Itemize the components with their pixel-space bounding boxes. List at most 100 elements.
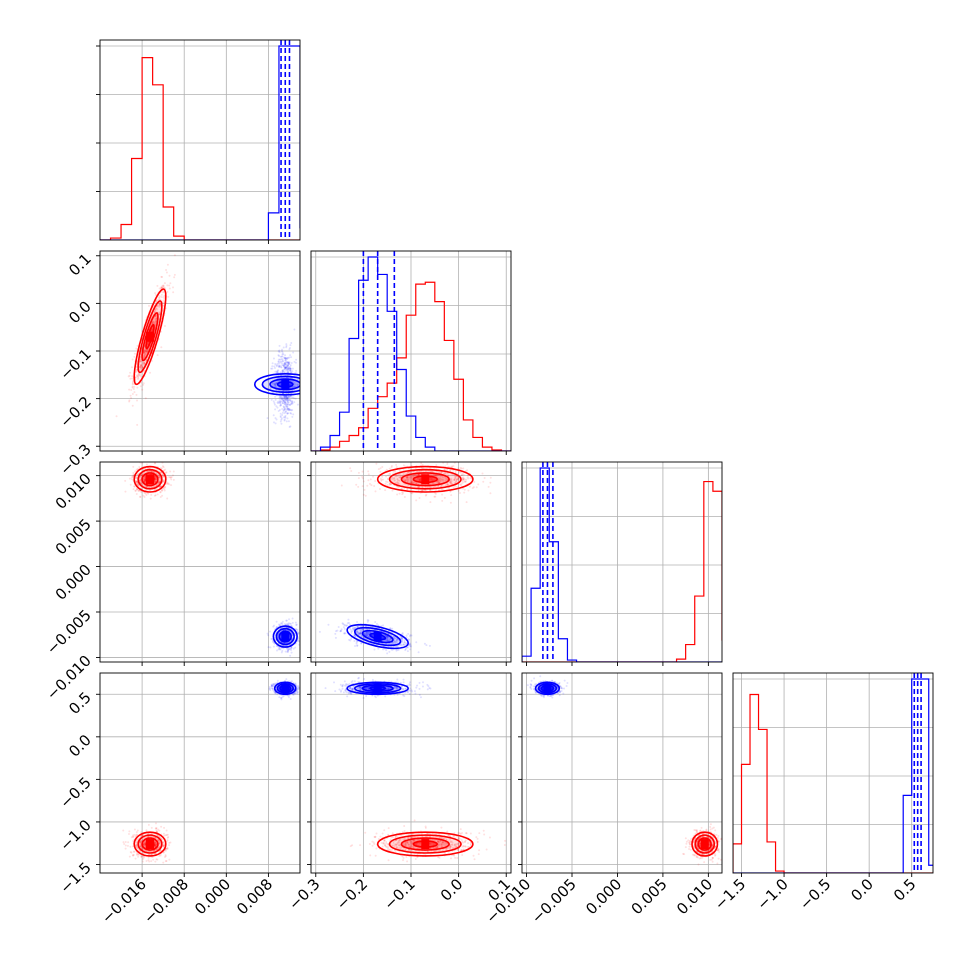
sample-point [435, 471, 438, 474]
sample-point [454, 485, 457, 488]
sample-point [140, 363, 143, 366]
sample-point [407, 638, 410, 641]
sample-point [437, 479, 440, 482]
sample-point [404, 649, 407, 652]
sample-point [285, 397, 288, 400]
sample-point [402, 469, 405, 472]
sample-point [279, 355, 282, 358]
sample-point [357, 632, 360, 635]
sample-point [386, 637, 389, 640]
sample-point [287, 369, 290, 372]
sample-point [359, 631, 362, 634]
sample-point [410, 481, 413, 484]
sample-point [397, 474, 400, 477]
sample-point [286, 398, 289, 401]
sample-point [286, 400, 289, 403]
sample-point [286, 364, 289, 367]
sample-point [397, 479, 400, 482]
sample-point [281, 398, 284, 401]
sample-point [434, 474, 437, 477]
sample-point [281, 649, 284, 652]
sample-point [409, 648, 412, 651]
sample-point [433, 477, 436, 480]
sample-point [160, 467, 163, 470]
sample-point [287, 396, 290, 399]
sample-point [273, 382, 276, 385]
sample-point [391, 641, 394, 644]
panel-0-0 [96, 39, 301, 244]
sample-point [124, 479, 127, 482]
sample-point [128, 399, 131, 402]
sample-point [130, 389, 133, 392]
sample-point [340, 628, 343, 631]
sample-point [460, 474, 463, 477]
sample-point [173, 254, 176, 257]
sample-point [430, 478, 433, 481]
sample-point [296, 630, 299, 633]
sample-point [286, 649, 289, 652]
sample-point [154, 478, 157, 481]
sample-point [137, 375, 140, 378]
sample-point [283, 364, 286, 367]
sample-point [277, 410, 280, 413]
sample-point [282, 408, 285, 411]
sample-point [157, 311, 160, 314]
sample-point [143, 477, 146, 480]
sample-point [381, 475, 384, 478]
sample-point [289, 367, 292, 370]
sample-point [286, 365, 289, 368]
sample-point [381, 465, 384, 468]
sample-point [158, 480, 161, 483]
sample-point [450, 477, 453, 480]
sample-point [144, 352, 147, 355]
sample-point [407, 646, 410, 649]
sample-point [395, 637, 398, 640]
sample-point [162, 299, 165, 302]
sample-point [145, 463, 148, 466]
sample-point [380, 478, 383, 481]
sample-point [173, 276, 176, 279]
sample-point [285, 410, 288, 413]
sample-point [367, 470, 370, 473]
sample-point [277, 636, 280, 639]
sample-point [404, 647, 407, 650]
sample-point [275, 365, 278, 368]
sample-point [282, 346, 285, 349]
sample-point [155, 478, 158, 481]
sample-point [272, 400, 275, 403]
sample-point [415, 641, 418, 644]
sample-point [295, 623, 298, 626]
sample-point [159, 287, 162, 290]
sample-point [295, 623, 298, 626]
sample-point [272, 414, 275, 417]
sample-point [367, 479, 370, 482]
sample-point [153, 475, 156, 478]
sample-point [401, 632, 404, 634]
sample-point [410, 476, 413, 479]
sample-point [400, 487, 403, 490]
sample-point [460, 482, 463, 485]
sample-point [290, 409, 293, 412]
sample-point [288, 426, 291, 429]
sample-point [154, 822, 157, 825]
sample-point [144, 397, 147, 400]
sample-point [153, 494, 156, 497]
sample-point [147, 492, 150, 495]
sample-point [135, 481, 138, 484]
sample-point [166, 846, 169, 849]
sample-point [272, 640, 275, 643]
sample-point [164, 468, 167, 471]
sample-point [144, 475, 147, 478]
sample-point [135, 370, 138, 373]
sample-point [289, 400, 292, 403]
sample-point [394, 481, 397, 484]
sample-point [131, 385, 134, 388]
sample-point [151, 321, 154, 324]
sample-point [272, 625, 275, 628]
sample-point [135, 844, 138, 847]
sample-point [406, 479, 409, 482]
sample-point [291, 396, 294, 399]
sample-point [402, 643, 405, 646]
sample-point [285, 402, 288, 405]
sample-point [284, 366, 287, 369]
